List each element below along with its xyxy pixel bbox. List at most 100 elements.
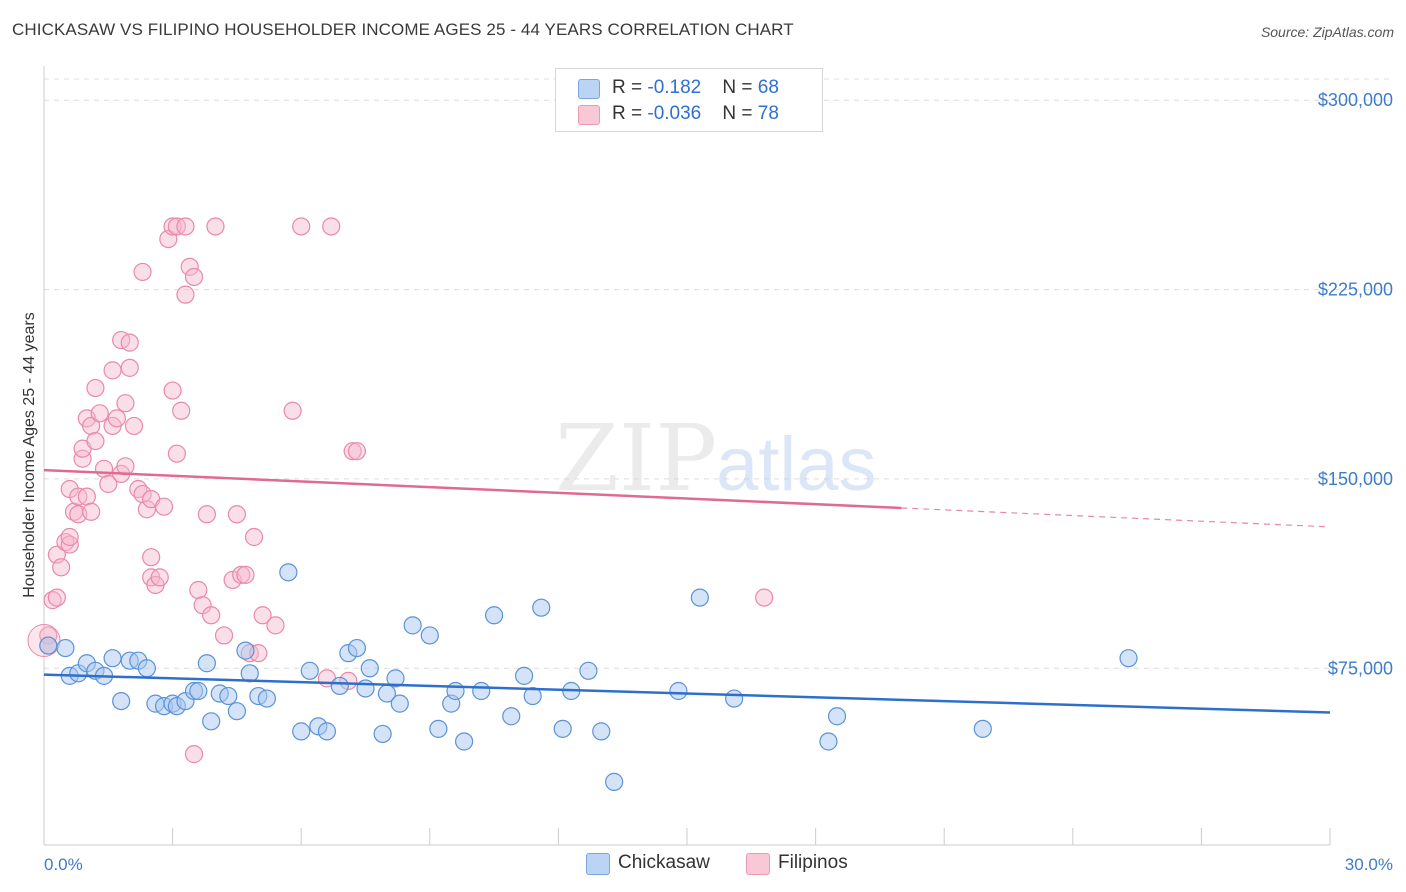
chickasaw-label: Chickasaw <box>618 852 710 873</box>
chickasaw-point <box>403 616 422 635</box>
series-legend: Chickasaw Filipinos <box>0 852 1406 878</box>
chickasaw-point <box>973 719 992 738</box>
filipinos-point <box>94 459 114 478</box>
legend-n-value: 68 <box>757 77 779 98</box>
chickasaw-point <box>725 689 744 708</box>
filipinos-point <box>184 267 204 287</box>
chickasaw-point <box>219 686 238 706</box>
chickasaw-point <box>690 588 709 607</box>
source-label: Source: ZipAtlas.com <box>1260 24 1394 40</box>
filipinos-point <box>124 416 144 436</box>
chickasaw-point <box>347 638 367 658</box>
chickasaw-point <box>257 689 277 708</box>
chickasaw-point <box>592 722 611 741</box>
chickasaw-point <box>553 719 572 738</box>
filipinos-trend-line <box>43 468 902 510</box>
filipinos-point <box>167 444 186 463</box>
filipinos-point <box>120 358 139 377</box>
chickasaw-point <box>502 707 521 726</box>
chickasaw-point <box>227 702 246 721</box>
filipinos-point <box>202 606 221 625</box>
filipinos-point <box>184 745 204 764</box>
legend-n-value: 78 <box>757 103 779 124</box>
watermark-atlas: atlas <box>716 422 877 507</box>
filipinos-point <box>77 487 96 506</box>
filipinos-point <box>60 535 79 554</box>
chickasaw-point <box>515 666 534 685</box>
trend-lines <box>43 468 1331 714</box>
filipinos-swatch <box>746 853 770 875</box>
filipinos-point <box>90 404 109 423</box>
filipinos-point <box>60 527 79 547</box>
filipinos-point <box>244 527 264 547</box>
filipinos-point <box>82 416 101 436</box>
y-tick-labels: $75,000 $150,000 $225,000 $300,000 <box>1318 90 1393 678</box>
chart-title: CHICKASAW VS FILIPINO HOUSEHOLDER INCOME… <box>12 20 794 39</box>
y-axis-label: Householder Income Ages 25 - 44 years <box>21 312 38 598</box>
filipinos-point <box>107 409 126 428</box>
chickasaw-point <box>189 681 208 701</box>
legend-swatch-filipinos <box>578 105 600 125</box>
y-tick-label: $75,000 <box>1328 658 1393 678</box>
filipinos-label: Filipinos <box>778 852 848 873</box>
filipinos-point <box>86 378 105 398</box>
x-tick-label-max: 30.0% <box>1345 855 1393 874</box>
filipinos-point <box>347 442 367 461</box>
chickasaw-point <box>300 661 319 680</box>
filipinos-point <box>227 505 246 524</box>
chickasaw-point <box>420 626 439 645</box>
chickasaw-point <box>330 676 349 696</box>
chickasaw-trend-line <box>43 673 1331 714</box>
chickasaw-point <box>605 772 624 791</box>
chickasaw-point <box>386 669 405 688</box>
filipinos-points <box>27 217 774 764</box>
filipinos-point <box>163 217 182 236</box>
filipinos-point <box>47 588 66 607</box>
legend-n-label: N = <box>722 77 758 98</box>
filipinos-point <box>197 505 216 524</box>
chickasaw-point <box>202 712 221 731</box>
chickasaw-swatch <box>586 853 610 875</box>
chickasaw-point <box>317 722 337 741</box>
chickasaw-point <box>827 707 847 726</box>
legend-r-value: -0.036 <box>647 103 702 124</box>
chickasaw-point <box>579 661 598 680</box>
chickasaw-point <box>485 606 504 625</box>
filipinos-point <box>142 548 161 567</box>
chickasaw-point <box>279 563 298 582</box>
chickasaw-point <box>360 659 379 678</box>
filipinos-point <box>172 401 191 420</box>
watermark: ZIP atlas <box>555 405 877 512</box>
filipinos-point <box>103 361 122 380</box>
filipinos-point <box>176 217 195 236</box>
axes <box>43 66 1331 846</box>
filipinos-point <box>82 502 101 521</box>
chickasaw-point <box>390 694 409 713</box>
chickasaw-point <box>454 732 474 751</box>
chickasaw-point <box>56 638 75 658</box>
filipinos-point <box>180 257 199 276</box>
legend-r-label: R = <box>612 77 648 98</box>
filipinos-point <box>755 588 774 607</box>
chickasaw-point <box>819 732 838 751</box>
filipinos-point <box>253 606 272 625</box>
filipinos-point <box>343 442 362 461</box>
filipinos-point <box>206 217 225 236</box>
filipinos-point <box>214 626 234 645</box>
chickasaw-point <box>523 686 542 706</box>
chickasaw-point <box>373 724 392 744</box>
y-tick-label: $300,000 <box>1318 90 1393 110</box>
filipinos-point <box>236 565 255 584</box>
chickasaw-point <box>112 691 131 711</box>
chickasaw-point <box>292 722 311 741</box>
filipinos-point <box>322 217 341 236</box>
correlation-legend: R = -0.182 N = 68 R = -0.036 N = 78 <box>555 68 823 132</box>
chickasaw-point <box>446 681 465 701</box>
x-tick-label-min: 0.0% <box>44 855 83 874</box>
y-tick-label: $150,000 <box>1318 469 1393 489</box>
filipinos-point <box>116 394 135 413</box>
legend-swatch-chickasaw <box>578 79 600 99</box>
chickasaw-point <box>356 679 375 698</box>
filipinos-point <box>232 565 251 584</box>
legend-n-label: N = <box>722 103 758 124</box>
